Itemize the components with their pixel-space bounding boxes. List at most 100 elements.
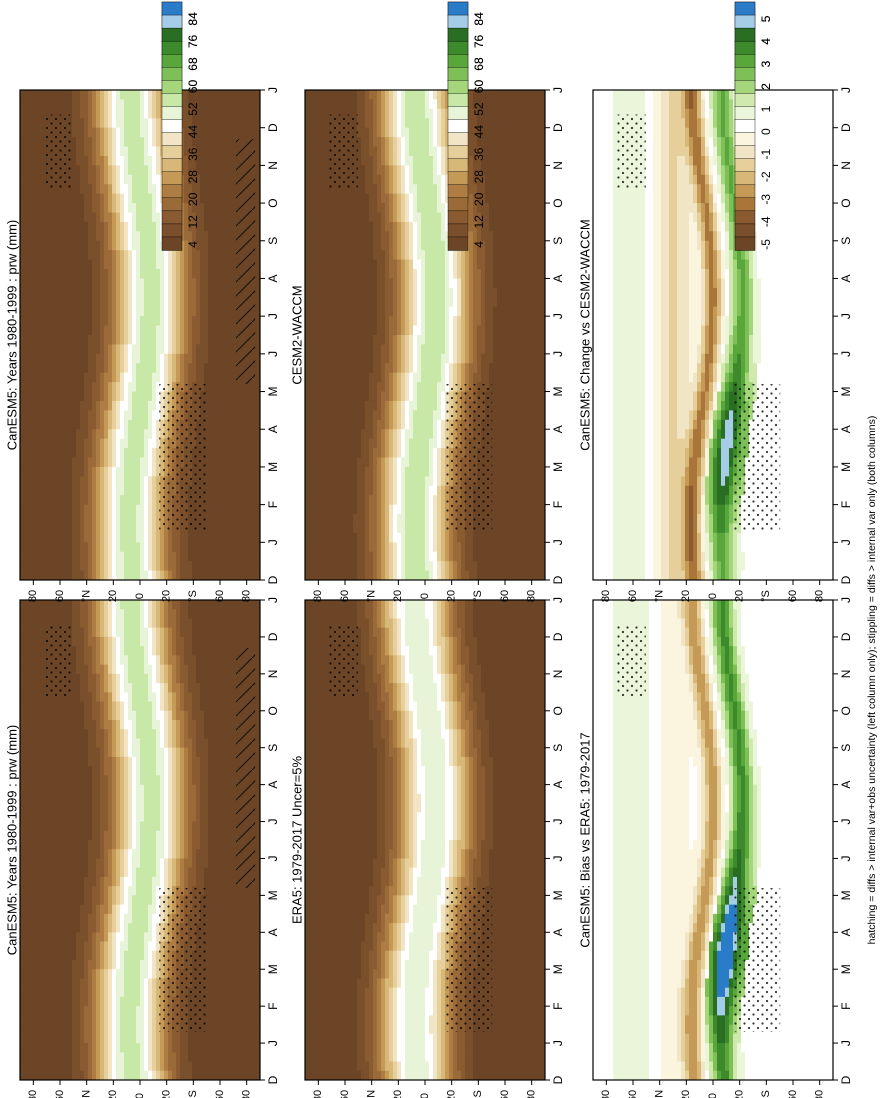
heatmap-cell xyxy=(128,306,133,317)
heatmap-cell xyxy=(52,987,57,998)
heatmap-cell xyxy=(228,646,233,656)
heatmap-cell xyxy=(208,923,213,933)
heatmap-cell xyxy=(88,372,93,383)
heatmap-cell xyxy=(32,978,37,989)
heatmap-cell xyxy=(148,987,153,998)
heatmap-cell xyxy=(108,495,113,506)
heatmap-cell xyxy=(60,720,65,730)
heatmap-cell xyxy=(256,600,260,610)
heatmap-cell xyxy=(208,849,213,860)
heatmap-cell xyxy=(228,1052,233,1063)
heatmap-cell xyxy=(164,1070,169,1080)
heatmap-cell xyxy=(24,335,29,346)
heatmap-cell xyxy=(40,950,45,961)
heatmap-cell xyxy=(112,514,117,525)
heatmap-cell xyxy=(240,886,245,896)
heatmap-cell xyxy=(100,747,105,758)
month-tick-label: A xyxy=(266,781,280,789)
heatmap-cell xyxy=(168,1043,173,1053)
heatmap-cell xyxy=(56,830,61,841)
heatmap-cell xyxy=(48,692,53,703)
heatmap-cell xyxy=(248,895,253,906)
heatmap-cell xyxy=(72,793,77,804)
heatmap-cell xyxy=(20,664,25,675)
heatmap-cell xyxy=(192,858,197,869)
heatmap-cell xyxy=(208,747,213,758)
heatmap-cell xyxy=(28,448,33,459)
heatmap-cell xyxy=(112,840,117,850)
heatmap-cell xyxy=(204,803,209,813)
heatmap-cell xyxy=(216,996,221,1007)
heatmap-cell xyxy=(64,410,69,421)
heatmap-cell xyxy=(148,1024,153,1035)
heatmap-cell xyxy=(28,250,33,261)
heatmap-cell xyxy=(216,812,221,823)
heatmap-cell xyxy=(24,683,29,693)
heatmap-cell xyxy=(152,840,157,850)
heatmap-cell xyxy=(48,250,53,261)
heatmap-cell xyxy=(156,118,161,129)
heatmap-cell xyxy=(76,738,81,749)
heatmap-cell xyxy=(160,710,165,721)
heatmap-cell xyxy=(116,618,121,629)
heatmap-cell xyxy=(248,941,253,952)
heatmap-cell xyxy=(176,821,181,832)
heatmap-cell xyxy=(76,325,81,336)
lat-tick-label: 60 xyxy=(54,1090,66,1098)
heatmap-cell xyxy=(24,90,29,101)
month-tick-label: M xyxy=(266,890,280,900)
heatmap-cell xyxy=(76,950,81,961)
heatmap-cell xyxy=(112,250,117,261)
heatmap-cell xyxy=(52,504,57,515)
heatmap-cell xyxy=(96,165,101,176)
heatmap-cell xyxy=(108,858,113,869)
heatmap-cell xyxy=(20,335,25,346)
heatmap-cell xyxy=(108,240,113,251)
heatmap-cell xyxy=(128,353,133,364)
heatmap-cell xyxy=(112,382,117,393)
heatmap-cell xyxy=(236,609,241,620)
heatmap-cell xyxy=(84,457,89,468)
heatmap-cell xyxy=(160,729,165,740)
heatmap-cell xyxy=(52,996,57,1007)
heatmap-cell xyxy=(24,353,29,364)
heatmap-cell xyxy=(244,886,249,896)
heatmap-cell xyxy=(140,775,145,786)
heatmap-cell xyxy=(44,476,49,487)
heatmap-cell xyxy=(88,297,93,308)
heatmap-cell xyxy=(52,240,57,251)
heatmap-cell xyxy=(76,701,81,712)
heatmap-cell xyxy=(84,1033,89,1044)
heatmap-cell xyxy=(252,636,257,647)
heatmap-cell xyxy=(92,1070,97,1080)
heatmap-cell xyxy=(224,747,229,758)
heatmap-cell xyxy=(68,747,73,758)
heatmap-cell xyxy=(88,335,93,346)
heatmap-cell xyxy=(64,996,69,1007)
heatmap-cell xyxy=(192,646,197,656)
heatmap-cell xyxy=(196,636,201,647)
heatmap-cell xyxy=(156,673,161,684)
heatmap-cell xyxy=(168,793,173,804)
heatmap-cell xyxy=(132,419,137,430)
heatmap-cell xyxy=(44,1061,49,1072)
heatmap-cell xyxy=(120,1052,125,1063)
heatmap-cell xyxy=(112,664,117,675)
heatmap-cell xyxy=(72,646,77,656)
heatmap-cell xyxy=(72,775,77,786)
heatmap-cell xyxy=(132,212,137,223)
heatmap-cell xyxy=(48,542,53,553)
heatmap-cell xyxy=(20,618,25,629)
heatmap-cell xyxy=(132,867,137,878)
heatmap-cell xyxy=(36,609,41,620)
heatmap-cell xyxy=(108,400,113,411)
heatmap-cell xyxy=(120,391,125,402)
heatmap-cell xyxy=(152,551,157,562)
heatmap-cell xyxy=(100,646,105,656)
heatmap-cell xyxy=(176,600,181,610)
heatmap-cell xyxy=(96,240,101,251)
heatmap-cell xyxy=(60,1061,65,1072)
heatmap-cell xyxy=(80,231,85,242)
heatmap-cell xyxy=(132,570,137,580)
heatmap-cell xyxy=(40,551,45,562)
